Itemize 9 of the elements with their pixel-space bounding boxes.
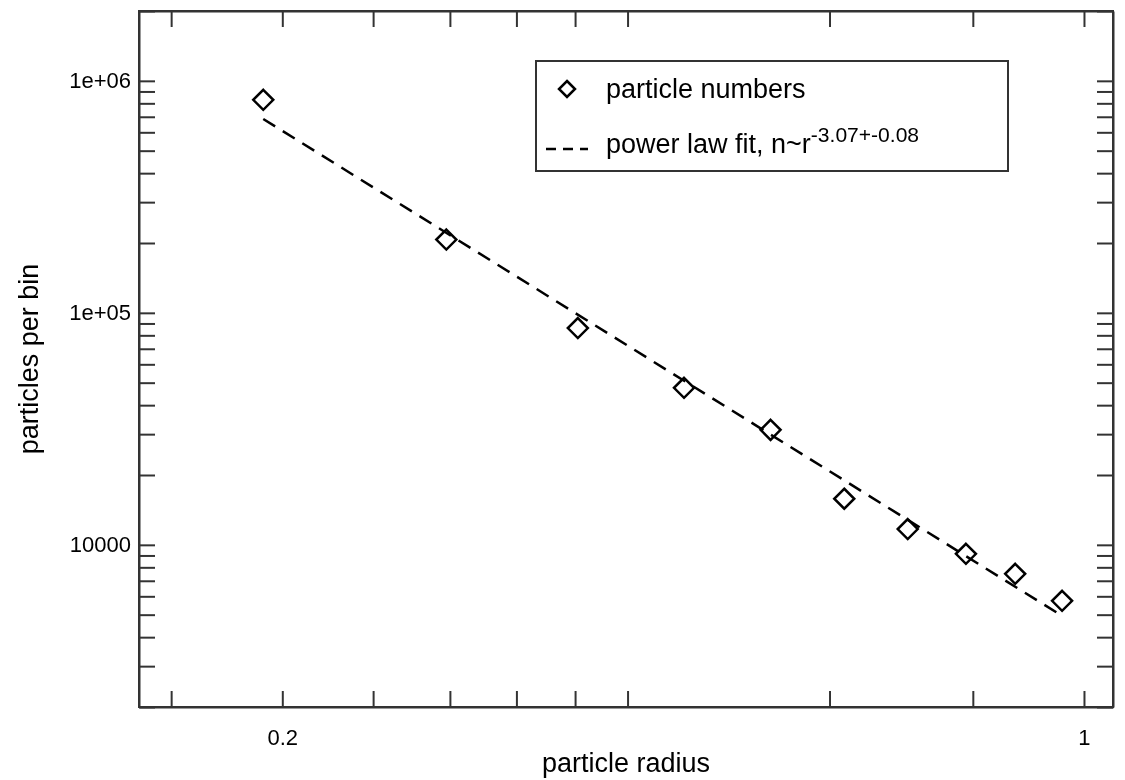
y-tick-label: 10000 xyxy=(69,532,131,558)
x-tick-label: 0.2 xyxy=(267,725,299,751)
x-axis-title: particle radius xyxy=(541,748,711,778)
y-axis-title: particles per bin xyxy=(14,263,44,455)
legend-label: power law fit, n~r$^{-3.07+-0.08}$ xyxy=(606,122,920,160)
y-tick-label: 1e+06 xyxy=(69,68,131,94)
y-tick-label: 1e+05 xyxy=(69,300,131,326)
x-tick-label: 1 xyxy=(1078,725,1091,751)
legend-label: particle numbers xyxy=(606,74,806,105)
